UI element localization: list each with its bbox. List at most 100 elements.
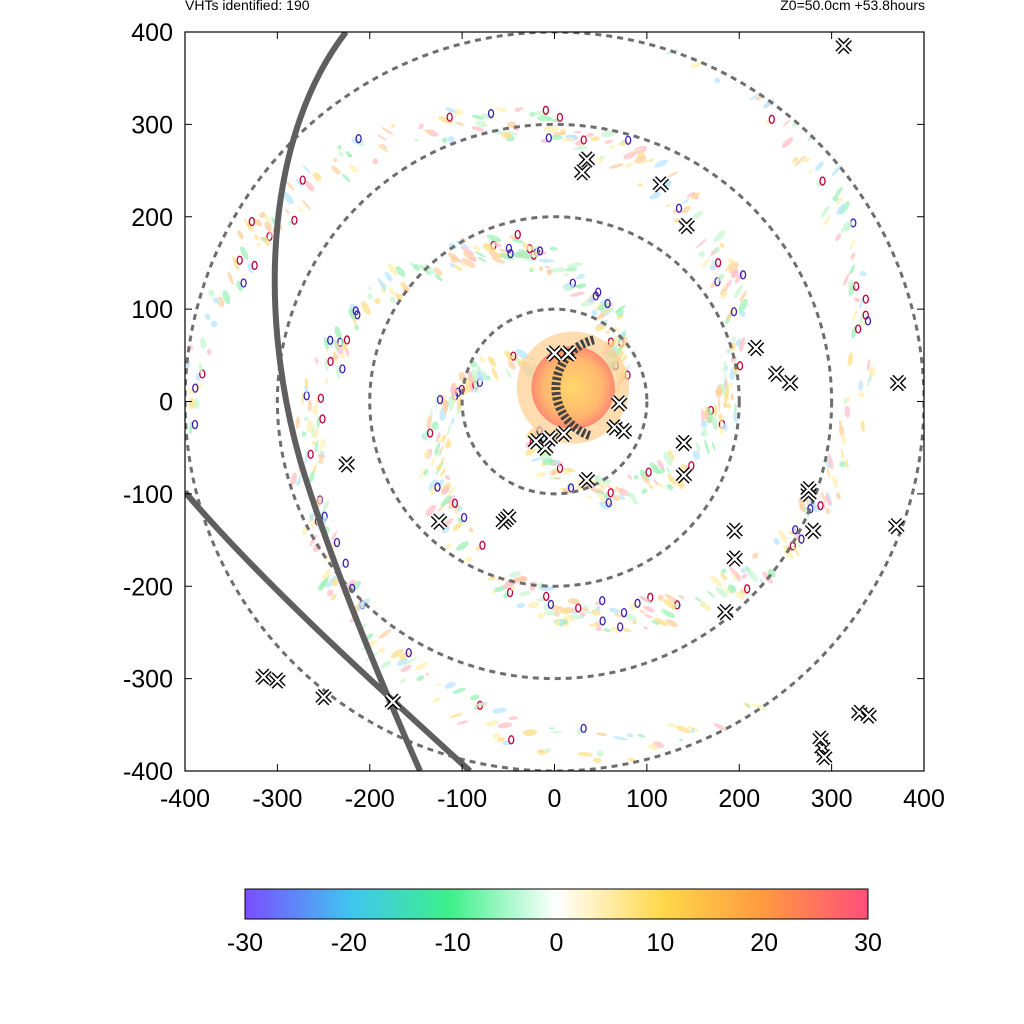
vht-marker — [726, 550, 743, 567]
contour-loop — [599, 616, 606, 626]
field-cell — [237, 230, 244, 240]
vht-marker — [800, 485, 817, 503]
field-cell — [473, 388, 477, 393]
field-cell — [792, 545, 800, 557]
plot-field — [185, 32, 924, 771]
field-cell — [349, 164, 358, 173]
y-tick-label: 0 — [159, 389, 173, 417]
field-cell — [304, 180, 315, 192]
field-cell — [647, 743, 659, 751]
field-cell — [703, 410, 710, 420]
field-cell — [446, 495, 456, 505]
field-cell — [333, 157, 338, 163]
field-cell — [485, 720, 499, 727]
field-cell — [496, 253, 501, 258]
field-cell — [832, 475, 838, 489]
contour-loop — [319, 414, 326, 424]
eye-core — [531, 346, 615, 430]
field-cell — [569, 614, 584, 619]
colorbar-tick-label: -10 — [435, 929, 471, 957]
field-cell — [441, 137, 448, 144]
x-tick-label: -100 — [437, 785, 487, 813]
field-cell — [507, 361, 516, 370]
field-cell — [396, 658, 408, 667]
contour-loop — [240, 278, 247, 288]
field-cell — [835, 233, 842, 242]
field-cell — [240, 246, 249, 261]
contour-loop — [798, 534, 805, 544]
field-cell — [368, 286, 372, 291]
vht-marker — [615, 422, 633, 440]
contour-loop — [479, 540, 486, 550]
field-cell — [728, 261, 739, 274]
field-cell — [641, 475, 651, 485]
field-cell — [718, 412, 723, 423]
contour-loop — [426, 428, 434, 438]
field-cell — [549, 727, 555, 730]
track-line-upper — [271, 32, 423, 771]
field-cell — [720, 573, 728, 581]
field-cell — [464, 556, 473, 563]
field-cell — [539, 266, 544, 272]
field-cell — [312, 172, 322, 182]
field-cell — [616, 329, 627, 341]
field-cell — [259, 211, 266, 219]
field-cell — [264, 221, 272, 232]
contour-loop — [580, 723, 587, 734]
field-cell — [713, 404, 718, 418]
field-cell — [629, 148, 644, 154]
field-cell — [598, 156, 604, 163]
field-cell — [474, 706, 478, 710]
field-cell — [639, 595, 651, 603]
field-cell — [525, 448, 536, 456]
field-cell — [618, 495, 626, 501]
contour-loop — [342, 558, 349, 568]
field-cell — [713, 247, 720, 254]
field-cell — [724, 378, 728, 389]
field-cell — [302, 165, 311, 174]
field-cell — [445, 438, 450, 448]
field-cell — [357, 598, 370, 611]
field-cell — [434, 274, 443, 281]
contour-loop — [327, 335, 334, 345]
x-tick-label: 400 — [903, 785, 945, 813]
field-cell — [494, 586, 506, 593]
field-cell — [868, 366, 876, 378]
field-cell — [423, 129, 433, 134]
field-cell — [651, 620, 660, 625]
field-cell — [479, 356, 485, 363]
field-cell — [449, 396, 453, 402]
field-cell — [831, 164, 842, 177]
field-cell — [595, 606, 601, 611]
vht-marker — [430, 513, 448, 530]
contour-loop — [536, 246, 544, 256]
field-cell — [592, 757, 602, 764]
vht-marker — [578, 471, 596, 489]
field-cell — [449, 262, 456, 268]
field-cell — [450, 256, 458, 264]
field-cell — [471, 126, 484, 132]
field-cell — [331, 578, 340, 586]
field-cell — [621, 354, 628, 363]
field-cell — [694, 596, 702, 602]
field-cell — [724, 393, 727, 408]
field-cell — [449, 713, 463, 718]
contour-loop — [792, 525, 799, 535]
field-cell — [319, 437, 324, 454]
contour-loop — [852, 281, 860, 291]
vht-marker — [610, 395, 628, 412]
field-cell — [710, 262, 714, 267]
field-cell — [849, 264, 855, 275]
field-cell — [452, 687, 466, 694]
field-cell — [686, 191, 695, 198]
contour-loop — [299, 175, 306, 185]
field-cell — [301, 199, 311, 211]
field-cell — [838, 425, 845, 437]
range-ring — [275, 122, 834, 681]
field-cell — [667, 171, 679, 178]
field-cell — [712, 416, 717, 430]
contour-loop — [333, 537, 341, 548]
field-cell — [638, 183, 643, 188]
contour-loop — [730, 307, 738, 317]
vht-marker — [500, 508, 517, 526]
